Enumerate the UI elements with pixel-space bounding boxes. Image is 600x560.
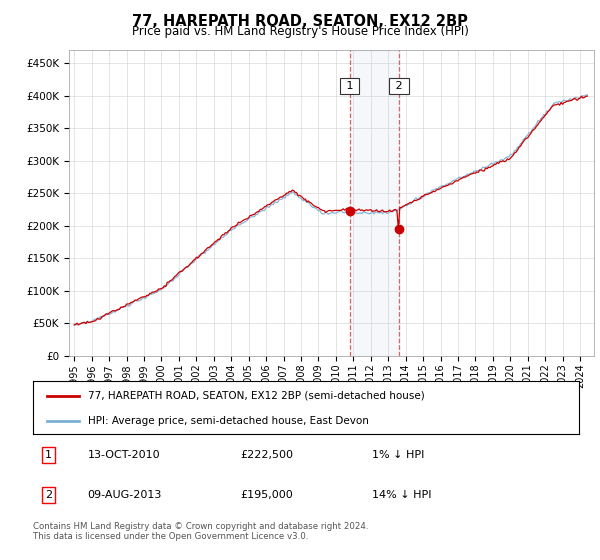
- Bar: [350, 50, 399, 356]
- Text: Price paid vs. HM Land Registry's House Price Index (HPI): Price paid vs. HM Land Registry's House …: [131, 25, 469, 38]
- Text: HPI: Average price, semi-detached house, East Devon: HPI: Average price, semi-detached house,…: [88, 416, 368, 426]
- Text: 1% ↓ HPI: 1% ↓ HPI: [371, 450, 424, 460]
- Text: 2: 2: [45, 490, 52, 500]
- Text: £222,500: £222,500: [241, 450, 293, 460]
- Text: Contains HM Land Registry data © Crown copyright and database right 2024.
This d: Contains HM Land Registry data © Crown c…: [33, 522, 368, 542]
- Text: 77, HAREPATH ROAD, SEATON, EX12 2BP: 77, HAREPATH ROAD, SEATON, EX12 2BP: [132, 14, 468, 29]
- Text: 13-OCT-2010: 13-OCT-2010: [88, 450, 160, 460]
- Text: 14% ↓ HPI: 14% ↓ HPI: [371, 490, 431, 500]
- Text: £195,000: £195,000: [241, 490, 293, 500]
- Text: 77, HAREPATH ROAD, SEATON, EX12 2BP (semi-detached house): 77, HAREPATH ROAD, SEATON, EX12 2BP (sem…: [88, 391, 424, 401]
- Text: 09-AUG-2013: 09-AUG-2013: [88, 490, 162, 500]
- Text: 1: 1: [343, 81, 356, 91]
- Text: 2: 2: [392, 81, 406, 91]
- Text: 1: 1: [45, 450, 52, 460]
